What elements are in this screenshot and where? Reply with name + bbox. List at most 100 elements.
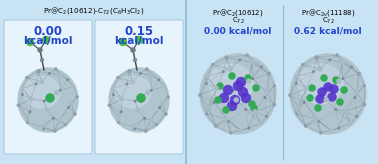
Circle shape bbox=[149, 73, 153, 78]
Circle shape bbox=[127, 69, 131, 73]
Circle shape bbox=[248, 101, 256, 107]
Circle shape bbox=[267, 72, 271, 76]
Circle shape bbox=[340, 60, 344, 64]
Circle shape bbox=[224, 116, 229, 121]
Circle shape bbox=[37, 69, 40, 73]
Circle shape bbox=[214, 96, 222, 103]
Circle shape bbox=[119, 97, 124, 101]
Circle shape bbox=[211, 63, 214, 66]
Circle shape bbox=[25, 114, 29, 118]
Circle shape bbox=[295, 113, 298, 115]
Circle shape bbox=[214, 124, 217, 127]
Circle shape bbox=[241, 93, 251, 103]
Circle shape bbox=[217, 82, 223, 90]
Circle shape bbox=[228, 67, 232, 72]
Circle shape bbox=[227, 120, 230, 122]
Circle shape bbox=[295, 82, 297, 85]
Circle shape bbox=[219, 93, 229, 103]
Circle shape bbox=[35, 83, 37, 85]
Circle shape bbox=[265, 91, 269, 95]
Circle shape bbox=[44, 107, 49, 112]
Circle shape bbox=[336, 54, 339, 57]
Circle shape bbox=[304, 124, 307, 127]
Circle shape bbox=[29, 111, 31, 113]
Ellipse shape bbox=[115, 76, 151, 108]
Circle shape bbox=[135, 36, 143, 44]
Text: 0.15: 0.15 bbox=[124, 25, 153, 38]
Circle shape bbox=[354, 96, 356, 99]
Circle shape bbox=[363, 103, 366, 106]
FancyBboxPatch shape bbox=[0, 0, 192, 164]
Circle shape bbox=[273, 103, 276, 106]
Circle shape bbox=[145, 90, 150, 95]
Circle shape bbox=[119, 38, 127, 46]
Text: Pr@C$_2$(10612): Pr@C$_2$(10612) bbox=[212, 7, 264, 18]
Circle shape bbox=[229, 131, 232, 134]
Circle shape bbox=[330, 84, 339, 93]
Circle shape bbox=[250, 60, 254, 64]
Circle shape bbox=[157, 79, 160, 81]
Circle shape bbox=[233, 81, 243, 91]
Circle shape bbox=[145, 67, 148, 71]
Text: Pr@C$_2$(10612)-C$_{72}$(C$_6$H$_3$Cl$_2$): Pr@C$_2$(10612)-C$_{72}$(C$_6$H$_3$Cl$_2… bbox=[43, 5, 145, 16]
Circle shape bbox=[317, 120, 320, 122]
Circle shape bbox=[40, 58, 44, 62]
Ellipse shape bbox=[24, 76, 60, 108]
Circle shape bbox=[28, 97, 33, 101]
Circle shape bbox=[131, 48, 135, 52]
Circle shape bbox=[17, 104, 20, 107]
Circle shape bbox=[20, 86, 24, 90]
Circle shape bbox=[48, 72, 51, 74]
Circle shape bbox=[214, 86, 219, 90]
Circle shape bbox=[228, 72, 235, 80]
Circle shape bbox=[204, 74, 208, 78]
Text: kcal/mol: kcal/mol bbox=[114, 36, 164, 46]
Circle shape bbox=[163, 84, 166, 88]
Circle shape bbox=[133, 128, 136, 130]
Circle shape bbox=[251, 104, 257, 112]
Circle shape bbox=[260, 66, 263, 68]
Circle shape bbox=[314, 56, 318, 59]
Text: C$_{72}$: C$_{72}$ bbox=[232, 16, 244, 26]
Circle shape bbox=[336, 99, 344, 105]
Ellipse shape bbox=[290, 54, 366, 134]
Circle shape bbox=[357, 72, 361, 76]
Circle shape bbox=[139, 72, 142, 74]
Circle shape bbox=[130, 48, 135, 52]
Ellipse shape bbox=[18, 68, 78, 132]
Circle shape bbox=[68, 106, 70, 109]
Circle shape bbox=[40, 125, 43, 129]
Ellipse shape bbox=[297, 64, 343, 104]
Text: 0.00: 0.00 bbox=[34, 25, 62, 38]
Circle shape bbox=[143, 117, 146, 119]
Circle shape bbox=[117, 121, 120, 124]
Circle shape bbox=[206, 105, 211, 109]
Circle shape bbox=[324, 82, 333, 92]
Circle shape bbox=[341, 86, 347, 93]
Circle shape bbox=[126, 83, 128, 85]
Circle shape bbox=[223, 85, 233, 95]
Circle shape bbox=[21, 93, 23, 96]
Circle shape bbox=[164, 112, 167, 116]
Circle shape bbox=[322, 89, 324, 92]
Circle shape bbox=[321, 74, 327, 82]
Circle shape bbox=[318, 67, 322, 72]
Circle shape bbox=[144, 129, 147, 133]
Circle shape bbox=[265, 115, 268, 118]
Circle shape bbox=[130, 125, 135, 129]
Circle shape bbox=[324, 97, 329, 102]
Circle shape bbox=[328, 59, 331, 61]
Circle shape bbox=[248, 127, 250, 129]
Circle shape bbox=[43, 100, 45, 102]
Circle shape bbox=[225, 56, 228, 59]
Circle shape bbox=[67, 79, 69, 81]
Circle shape bbox=[307, 94, 313, 102]
Circle shape bbox=[335, 108, 337, 111]
Circle shape bbox=[336, 79, 341, 83]
Circle shape bbox=[253, 84, 260, 92]
Circle shape bbox=[253, 109, 257, 114]
Circle shape bbox=[133, 58, 137, 62]
Circle shape bbox=[245, 74, 251, 82]
Circle shape bbox=[148, 118, 153, 123]
Circle shape bbox=[246, 54, 249, 57]
